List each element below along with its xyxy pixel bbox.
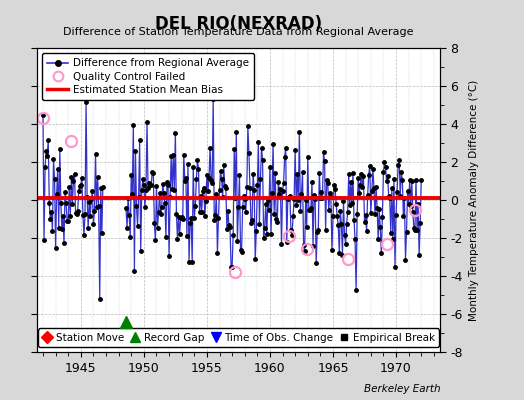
Title: DEL RIO(NEXRAD): DEL RIO(NEXRAD)	[155, 14, 322, 32]
Text: Difference of Station Temperature Data from Regional Average: Difference of Station Temperature Data f…	[63, 27, 413, 37]
Y-axis label: Monthly Temperature Anomaly Difference (°C): Monthly Temperature Anomaly Difference (…	[468, 79, 478, 321]
Text: Berkeley Earth: Berkeley Earth	[364, 384, 440, 394]
Legend: Station Move, Record Gap, Time of Obs. Change, Empirical Break: Station Move, Record Gap, Time of Obs. C…	[38, 328, 439, 347]
